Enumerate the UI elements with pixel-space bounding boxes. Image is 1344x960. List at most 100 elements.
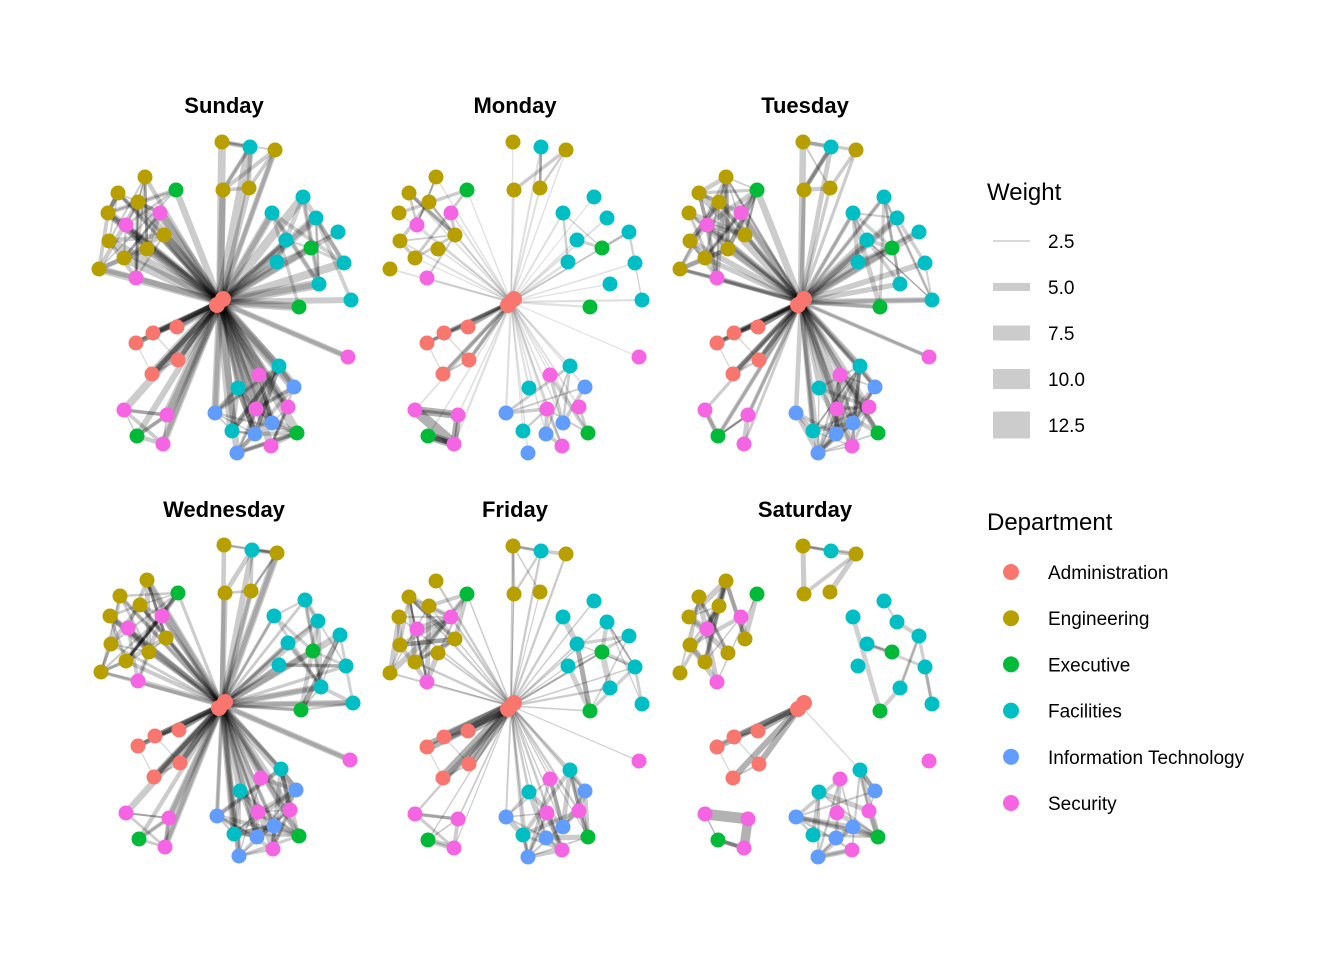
node-information-technology <box>828 830 844 846</box>
edge <box>389 605 430 674</box>
weight-swatch <box>993 369 1030 389</box>
edge <box>426 681 512 707</box>
weight-legend-item: 2.5 <box>993 232 1074 253</box>
edge <box>724 245 805 306</box>
node-engineering <box>118 653 134 669</box>
edges <box>95 138 355 457</box>
node-information-technology <box>555 819 571 835</box>
edge <box>143 576 226 709</box>
node-information-technology <box>209 808 225 824</box>
edge <box>505 386 586 414</box>
node-facilities <box>876 593 892 609</box>
node-facilities <box>569 232 585 248</box>
edge <box>144 577 225 708</box>
node-facilities <box>562 358 578 374</box>
node-engineering <box>672 665 688 681</box>
edge <box>150 701 226 781</box>
node-facilities <box>345 695 361 711</box>
edge <box>878 195 886 309</box>
edge <box>457 301 512 416</box>
node-security <box>130 673 146 689</box>
edge <box>725 176 746 236</box>
edge <box>428 605 512 707</box>
edge <box>424 603 432 685</box>
node-security <box>709 270 725 286</box>
node-engineering <box>720 645 736 661</box>
edge <box>717 200 803 304</box>
edge <box>220 703 352 762</box>
edge <box>703 211 743 260</box>
edge <box>435 176 512 303</box>
edge <box>743 188 759 237</box>
edge <box>270 211 321 286</box>
node-administration <box>436 729 452 745</box>
department-swatch <box>1003 610 1019 627</box>
node-engineering <box>91 261 107 277</box>
edge <box>835 364 862 411</box>
edge <box>565 663 593 714</box>
node-engineering <box>796 182 812 198</box>
node-information-technology <box>249 829 265 845</box>
edge <box>314 216 353 302</box>
edge <box>743 188 759 237</box>
edge <box>526 809 581 859</box>
edge <box>285 640 324 690</box>
node-engineering <box>506 182 522 198</box>
node-administration <box>172 755 188 771</box>
edge <box>270 211 346 265</box>
node-engineering <box>681 609 697 625</box>
node-facilities <box>917 255 933 271</box>
node-information-technology <box>828 426 844 442</box>
node-facilities <box>889 210 905 226</box>
edge <box>561 211 570 264</box>
edge <box>124 614 164 663</box>
edge <box>510 247 603 303</box>
nodes <box>93 537 361 864</box>
node-administration <box>169 319 185 335</box>
edge <box>215 213 321 307</box>
edge <box>510 593 515 707</box>
edge <box>159 613 225 708</box>
node-engineering <box>217 585 233 601</box>
node-security <box>829 401 845 417</box>
edge <box>686 578 729 620</box>
node-engineering <box>681 205 697 221</box>
edge <box>218 701 277 853</box>
edge <box>746 300 803 417</box>
edge <box>238 777 262 857</box>
edge <box>98 189 177 270</box>
node-facilities <box>569 636 585 652</box>
department-swatch <box>1003 795 1019 811</box>
edge <box>219 640 291 708</box>
node-security <box>542 771 558 787</box>
edge <box>413 592 469 664</box>
node-security <box>571 803 587 819</box>
node-security <box>733 609 749 625</box>
edge <box>218 300 350 359</box>
node-security <box>446 840 462 856</box>
edge <box>218 701 294 814</box>
department-legend-keys: Administration Engineering Executive Facili… <box>1003 563 1245 815</box>
node-engineering <box>215 182 231 198</box>
edge <box>548 373 565 425</box>
edge <box>509 300 549 411</box>
edge <box>510 301 640 358</box>
edge <box>133 298 224 440</box>
edge <box>509 298 644 304</box>
edge <box>160 614 224 707</box>
edge <box>589 635 630 712</box>
edge <box>109 591 180 646</box>
edge <box>730 702 805 741</box>
edge <box>425 233 457 280</box>
edge <box>715 276 803 304</box>
node-administration <box>435 770 451 786</box>
edge <box>124 811 167 849</box>
edge <box>133 199 141 281</box>
node-security <box>446 436 462 452</box>
edge <box>798 245 895 305</box>
edge <box>702 187 760 261</box>
node-engineering <box>216 537 232 553</box>
node-administration <box>146 769 162 785</box>
node-facilities <box>521 784 537 800</box>
node-executive <box>872 299 888 315</box>
